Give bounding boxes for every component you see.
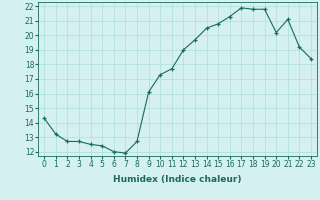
X-axis label: Humidex (Indice chaleur): Humidex (Indice chaleur)	[113, 175, 242, 184]
